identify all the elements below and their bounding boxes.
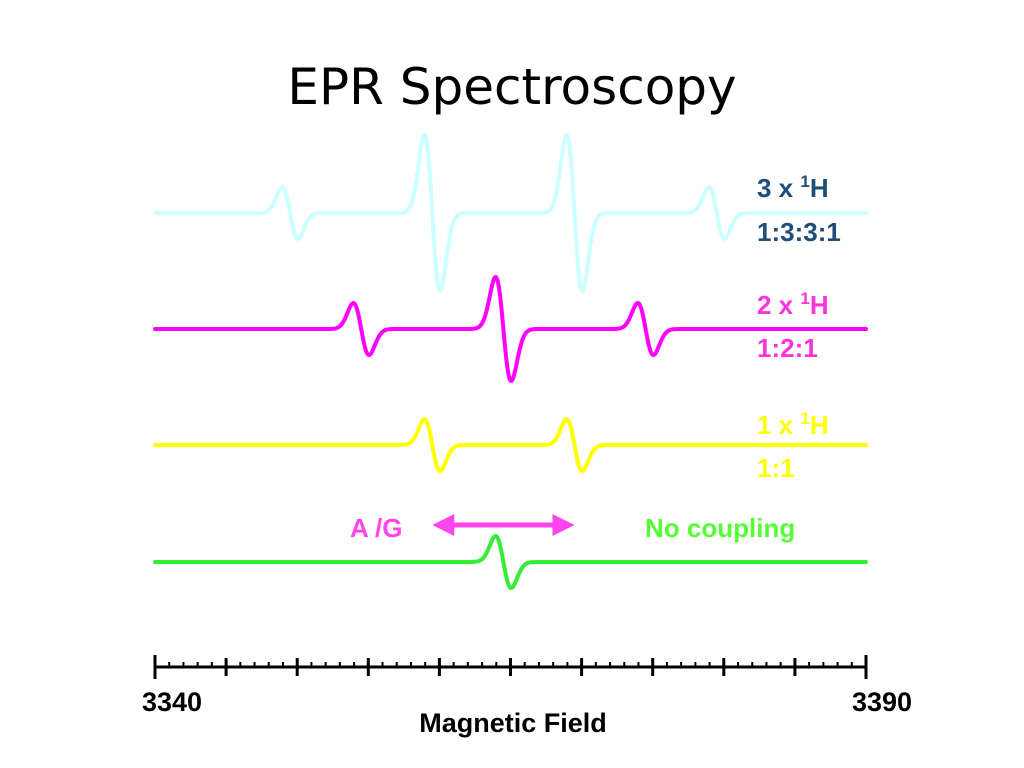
series-label-sup: 1 [800, 172, 809, 191]
trace-2-x-1h [153, 275, 868, 383]
coupling-annotation: A /G [350, 513, 575, 543]
annotation-label: A /G [350, 513, 402, 543]
series-ratio-3: 1:1 [757, 453, 795, 483]
annotation-arrow-head-left [432, 514, 455, 536]
series-label-main: 1 x [757, 410, 800, 440]
series-label-no-coupling: No coupling [645, 513, 795, 543]
x-tick-label-3390: 3390 [852, 687, 912, 717]
series-label-end: H [810, 173, 829, 203]
series-labels: 3 x 1H1:3:3:12 x 1H1:2:11 x 1H1:1No coup… [645, 172, 841, 543]
slide-title: EPR Spectroscopy [287, 58, 737, 116]
annotation-arrow-head-right [552, 514, 575, 536]
x-axis-label: Magnetic Field [419, 708, 607, 738]
trace-3-x-1h [153, 133, 868, 293]
series-label-1: 3 x 1H [757, 172, 829, 203]
series-label-main: 3 x [757, 173, 800, 203]
series-label-end: H [810, 410, 829, 440]
series-label-3: 1 x 1H [757, 409, 829, 440]
series-label-end: H [810, 290, 829, 320]
series-label-2: 2 x 1H [757, 289, 829, 320]
series-label-sup: 1 [800, 289, 809, 308]
x-tick-label-3340: 3340 [142, 687, 202, 717]
series-label-main: 2 x [757, 290, 800, 320]
series-ratio-1: 1:3:3:1 [757, 217, 841, 247]
spectra-traces [153, 133, 868, 590]
x-axis: 3340 3390 Magnetic Field [142, 655, 912, 738]
trace-no-coupling [153, 534, 868, 590]
series-ratio-2: 1:2:1 [757, 333, 818, 363]
trace-1-x-1h [153, 417, 868, 473]
series-label-sup: 1 [800, 409, 809, 428]
